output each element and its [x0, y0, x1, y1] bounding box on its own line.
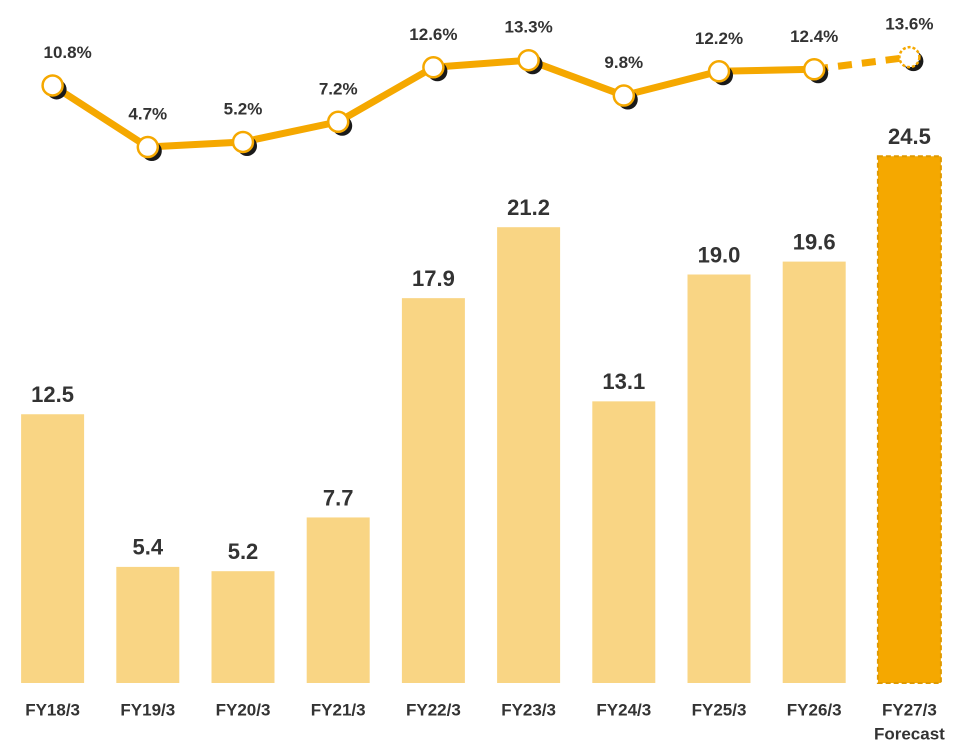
marker [898, 45, 921, 69]
bar [306, 517, 370, 683]
bar [211, 571, 275, 683]
bar-value-label: 7.7 [323, 485, 354, 510]
x-tick-label: FY24/3 [596, 700, 651, 719]
bar-value-label: 17.9 [412, 266, 455, 291]
point-value-label: 7.2% [319, 79, 358, 98]
point-value-label: 12.4% [790, 27, 838, 46]
bar [592, 401, 656, 683]
bar-value-label: 19.0 [698, 242, 741, 267]
bar-value-label: 5.2 [228, 539, 259, 564]
bar [782, 261, 846, 683]
point-value-label: 12.6% [409, 25, 457, 44]
x-tick-label: FY20/3 [216, 700, 271, 719]
marker [517, 48, 540, 72]
marker [136, 135, 160, 159]
marker [41, 74, 64, 97]
x-tick-label: FY22/3 [406, 700, 461, 719]
bar [401, 298, 465, 683]
point-value-label: 13.6% [885, 15, 933, 34]
point-value-label: 13.3% [504, 18, 552, 37]
x-tick-label: FY25/3 [692, 700, 747, 719]
point-value-label: 5.2% [224, 99, 263, 118]
point-value-label: 10.8% [43, 43, 91, 62]
bar [116, 566, 180, 683]
bar-value-label: 24.5 [888, 124, 931, 149]
marker [422, 56, 445, 79]
bar [687, 274, 751, 683]
x-tick-label: FY23/3 [501, 700, 556, 719]
marker [231, 130, 255, 154]
marker [326, 110, 350, 134]
bar-value-label: 19.6 [793, 229, 836, 254]
x-tick-label: FY26/3 [787, 700, 842, 719]
x-tick-label: FY19/3 [120, 700, 175, 719]
point-value-label: 12.2% [695, 29, 743, 48]
marker [707, 60, 731, 83]
bar-value-label: 5.4 [133, 535, 164, 560]
bar-value-label: 21.2 [507, 195, 550, 220]
marker [612, 84, 636, 107]
bar-value-label: 13.1 [602, 369, 645, 394]
x-tick-label: FY21/3 [311, 700, 366, 719]
bar-value-label: 12.5 [31, 382, 74, 407]
forecast-line [813, 53, 910, 73]
point-value-label: 4.7% [128, 104, 167, 123]
marker [802, 58, 826, 81]
x-tick-label: FY27/3 [882, 700, 937, 719]
x-tick-label: FY18/3 [25, 700, 80, 719]
forecast-label: Forecast [874, 724, 945, 743]
bar [497, 227, 561, 683]
point-value-label: 9.8% [604, 53, 643, 72]
bar [876, 155, 942, 684]
bar [21, 414, 85, 683]
